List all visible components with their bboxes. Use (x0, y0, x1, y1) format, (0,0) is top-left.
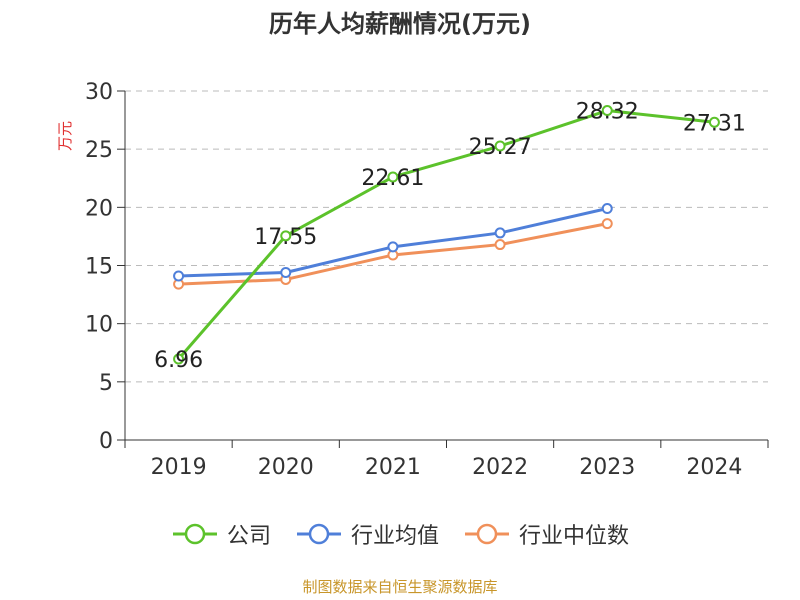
data-label: 27.31 (683, 111, 746, 136)
legend-label-industry-avg: 行业均值 (350, 524, 439, 549)
y-tick-label: 30 (85, 80, 113, 105)
legend-item-industry-median[interactable]: 行业中位数 (463, 518, 629, 550)
data-label: 28.32 (576, 100, 639, 125)
legend-label-industry-median: 行业中位数 (519, 524, 630, 549)
series-layer (173, 105, 720, 365)
y-tick-label: 15 (85, 255, 113, 280)
series-line-company (177, 109, 715, 361)
legend-item-industry-avg[interactable]: 行业均值 (295, 518, 439, 550)
data-point-industry_avg (601, 202, 613, 214)
y-axis-label: 万元 (56, 121, 74, 151)
data-point-industry_median (601, 218, 613, 230)
x-tick-label: 2020 (258, 455, 314, 480)
x-tick-label: 2021 (365, 455, 421, 480)
data-point-industry_avg (173, 270, 185, 282)
legend-swatch-industry-avg (296, 523, 341, 545)
x-tick-label: 2023 (579, 455, 635, 480)
data-label: 17.55 (254, 225, 317, 250)
source-note: 制图数据来自恒生聚源数据库 (302, 578, 498, 596)
legend-label-company: 公司 (226, 524, 271, 549)
data-point-industry_avg (280, 266, 292, 278)
grid-lines (125, 90, 768, 383)
data-point-company (387, 171, 399, 183)
y-tick-label: 25 (85, 138, 113, 163)
data-label: 25.27 (469, 135, 532, 160)
axes: 0 5 10 15 20 25 30 2019 2020 2021 2022 2023 2024 万元 (56, 80, 769, 480)
chart-title: 历年人均薪酬情况(万元) (269, 10, 531, 38)
data-point-company (173, 353, 185, 365)
legend-swatch-company (172, 523, 217, 545)
legend-item-company[interactable]: 公司 (171, 518, 271, 550)
data-point-industry_avg (387, 241, 399, 253)
legend-swatch-industry-median (465, 523, 509, 545)
data-point-industry_avg (494, 227, 506, 239)
data-label: 6.96 (154, 348, 203, 373)
x-tick-label: 2022 (472, 455, 528, 480)
x-tick-label: 2019 (151, 455, 207, 480)
y-tick-label: 5 (99, 371, 113, 396)
x-tick-label: 2024 (686, 455, 742, 480)
data-point-company (494, 140, 506, 152)
data-point-company (280, 230, 292, 242)
y-tick-label: 10 (85, 313, 113, 338)
data-label: 22.61 (361, 166, 424, 191)
y-tick-label: 0 (99, 429, 113, 454)
data-labels: 6.96 17.55 22.61 25.27 28.32 27.31 (154, 100, 746, 373)
legend: 公司 行业均值 行业中位数 (0, 518, 800, 550)
data-point-company (708, 116, 720, 128)
data-point-company (601, 105, 613, 117)
y-tick-label: 20 (85, 196, 113, 221)
data-point-industry_median (494, 239, 506, 251)
